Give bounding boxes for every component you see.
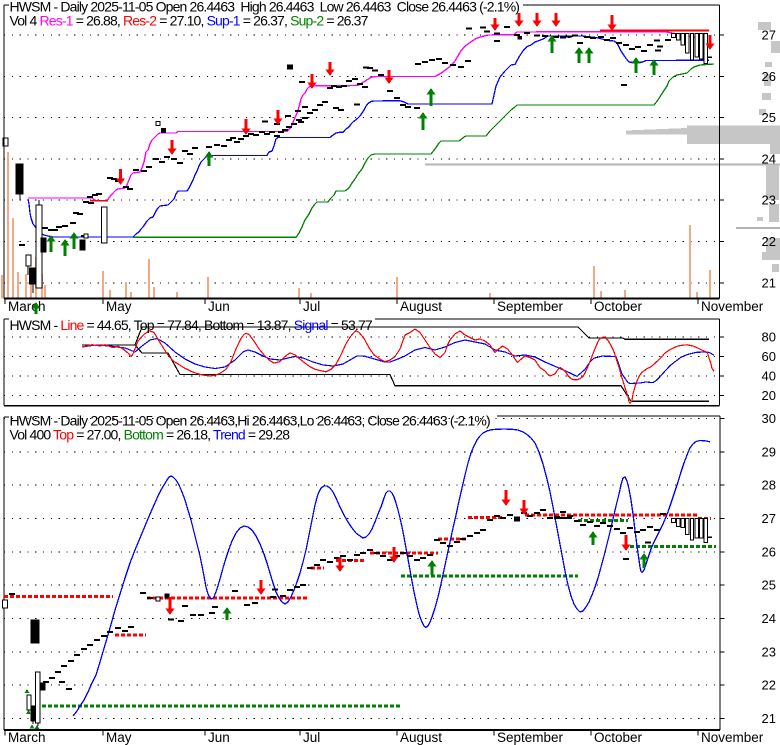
svg-text:24: 24	[762, 151, 776, 166]
svg-text:September: September	[497, 730, 564, 745]
svg-text:August: August	[400, 299, 442, 314]
svg-text:HWSM - Daily 2025-11-05 Open 2: HWSM - Daily 2025-11-05 Open 26.4463,Hi …	[10, 413, 491, 429]
svg-text:28: 28	[762, 478, 776, 493]
svg-text:HWSM - Line = 44.65, Top = 77.: HWSM - Line = 44.65, Top = 77.84, Bottom…	[10, 317, 373, 333]
svg-text:24: 24	[762, 611, 776, 626]
svg-text:29: 29	[762, 444, 776, 459]
svg-text:Jun: Jun	[208, 299, 230, 314]
svg-text:40: 40	[762, 369, 776, 384]
svg-text:October: October	[594, 730, 643, 745]
svg-text:Jun: Jun	[208, 730, 230, 745]
svg-text:80: 80	[762, 330, 776, 345]
svg-text:30: 30	[762, 411, 776, 426]
svg-text:22: 22	[762, 234, 776, 249]
svg-text:HWSM - Daily 2025-11-05 Open 2: HWSM - Daily 2025-11-05 Open 26.4463 Hig…	[10, 0, 520, 15]
svg-text:25: 25	[762, 578, 776, 593]
svg-text:21: 21	[762, 711, 776, 726]
svg-text:March: March	[8, 730, 46, 745]
svg-text:October: October	[594, 299, 643, 314]
svg-text:60: 60	[762, 349, 776, 364]
svg-text:September: September	[497, 299, 564, 314]
svg-text:November: November	[701, 730, 764, 745]
svg-text:22: 22	[762, 678, 776, 693]
svg-text:March: March	[8, 299, 46, 314]
svg-text:Jul: Jul	[303, 299, 320, 314]
svg-text:May: May	[106, 299, 132, 314]
svg-text:26: 26	[762, 544, 776, 559]
svg-text:21: 21	[762, 275, 776, 290]
svg-text:27: 27	[762, 511, 776, 526]
svg-text:November: November	[701, 299, 764, 314]
svg-text:23: 23	[762, 644, 776, 659]
svg-text:Vol 400 Top = 27.00, Bottom =: Vol 400 Top = 27.00, Bottom = 26.18, Tre…	[10, 427, 291, 443]
svg-text:27: 27	[762, 28, 776, 43]
svg-text:25: 25	[762, 110, 776, 125]
svg-text:23: 23	[762, 193, 776, 208]
svg-text:26: 26	[762, 69, 776, 84]
svg-text:Vol 4 Res-1 = 26.88, Res-2 = 2: Vol 4 Res-1 = 26.88, Res-2 = 27.10, Sup-…	[10, 13, 369, 29]
svg-text:May: May	[106, 730, 132, 745]
svg-text:August: August	[400, 730, 442, 745]
svg-text:Jul: Jul	[303, 730, 320, 745]
svg-text:20: 20	[762, 388, 776, 403]
